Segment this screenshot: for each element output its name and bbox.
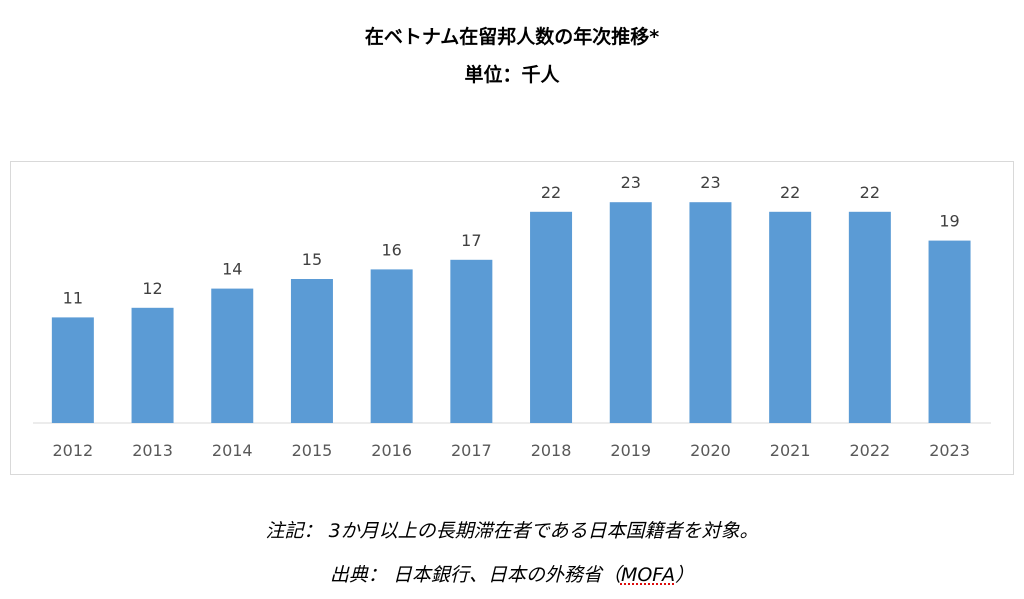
data-label-2015: 15 xyxy=(302,250,322,269)
x-tick-label-2018: 2018 xyxy=(531,441,572,460)
x-tick-label-2016: 2016 xyxy=(371,441,412,460)
source-note: 出典： 日本銀行、日本の外務省（MOFA） xyxy=(329,564,695,586)
bar-2018 xyxy=(530,211,573,423)
bar-2015 xyxy=(290,279,333,423)
x-tick-label-2017: 2017 xyxy=(451,441,492,460)
data-label-2020: 23 xyxy=(700,173,720,192)
data-label-2021: 22 xyxy=(780,183,800,202)
bar-2019 xyxy=(609,202,652,423)
bar-2014 xyxy=(211,288,254,423)
data-label-2022: 22 xyxy=(860,183,880,202)
data-label-2014: 14 xyxy=(222,260,242,279)
bar-2012 xyxy=(51,317,94,423)
x-tick-label-2015: 2015 xyxy=(292,441,333,460)
chart-title: 在ベトナム在留邦人数の年次推移* xyxy=(364,26,660,48)
x-tick-label-2021: 2021 xyxy=(770,441,811,460)
x-tick-label-2022: 2022 xyxy=(849,441,890,460)
bar-2016 xyxy=(370,269,413,423)
bar-2021 xyxy=(769,211,812,423)
chart-subtitle: 単位：千人 xyxy=(464,64,560,86)
x-tick-label-2020: 2020 xyxy=(690,441,731,460)
bar-2013 xyxy=(131,307,174,423)
x-tick-label-2023: 2023 xyxy=(929,441,970,460)
data-label-2018: 22 xyxy=(541,183,561,202)
footnote: 注記： 3か月以上の長期滞在者である日本国籍者を対象。 xyxy=(0,516,1024,543)
x-tick-label-2013: 2013 xyxy=(132,441,173,460)
data-label-2012: 11 xyxy=(63,288,83,307)
data-label-2017: 17 xyxy=(461,231,481,250)
data-label-2013: 12 xyxy=(142,279,162,298)
data-label-2016: 16 xyxy=(381,240,401,259)
x-tick-label-2014: 2014 xyxy=(212,441,253,460)
x-tick-label-2012: 2012 xyxy=(52,441,93,460)
source-org: MOFA xyxy=(620,564,676,586)
footnote-text: 3か月以上の長期滞在者である日本国籍者を対象。 xyxy=(328,520,759,542)
data-label-2019: 23 xyxy=(621,173,641,192)
footnote-label: 注記： xyxy=(265,520,323,542)
bar-2023 xyxy=(928,240,971,423)
source-label: 出典： xyxy=(329,564,387,586)
bar-2020 xyxy=(689,202,732,423)
bar-2017 xyxy=(450,259,493,423)
x-tick-label-2019: 2019 xyxy=(610,441,651,460)
data-label-2023: 19 xyxy=(939,212,959,231)
bar-2022 xyxy=(848,211,891,423)
chart-frame xyxy=(10,161,1014,475)
source-text: 日本銀行、日本の外務省 xyxy=(392,564,602,586)
